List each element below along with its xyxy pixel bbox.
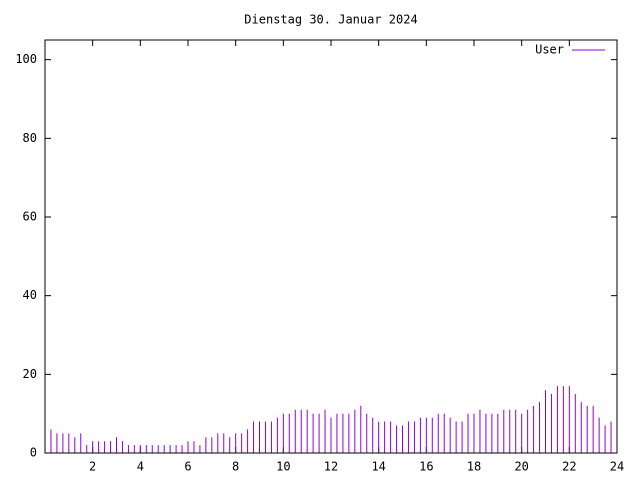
y-tick-label: 60 [23,210,37,224]
y-tick-label: 100 [15,52,37,66]
x-tick-label: 14 [371,460,385,474]
x-tick-label: 16 [419,460,433,474]
y-tick-label: 80 [23,131,37,145]
x-tick-label: 2 [89,460,96,474]
x-tick-label: 10 [276,460,290,474]
x-tick-label: 24 [610,460,624,474]
x-tick-label: 22 [562,460,576,474]
y-tick-label: 0 [30,446,37,460]
legend-label: User [535,43,564,57]
x-tick-label: 20 [514,460,528,474]
x-tick-label: 12 [324,460,338,474]
x-tick-label: 6 [184,460,191,474]
x-tick-label: 18 [467,460,481,474]
x-tick-label: 4 [137,460,144,474]
plot-border [44,39,618,454]
x-tick-label: 8 [232,460,239,474]
y-tick-label: 20 [23,367,37,381]
chart-title: Dienstag 30. Januar 2024 [244,13,417,27]
y-tick-label: 40 [23,288,37,302]
